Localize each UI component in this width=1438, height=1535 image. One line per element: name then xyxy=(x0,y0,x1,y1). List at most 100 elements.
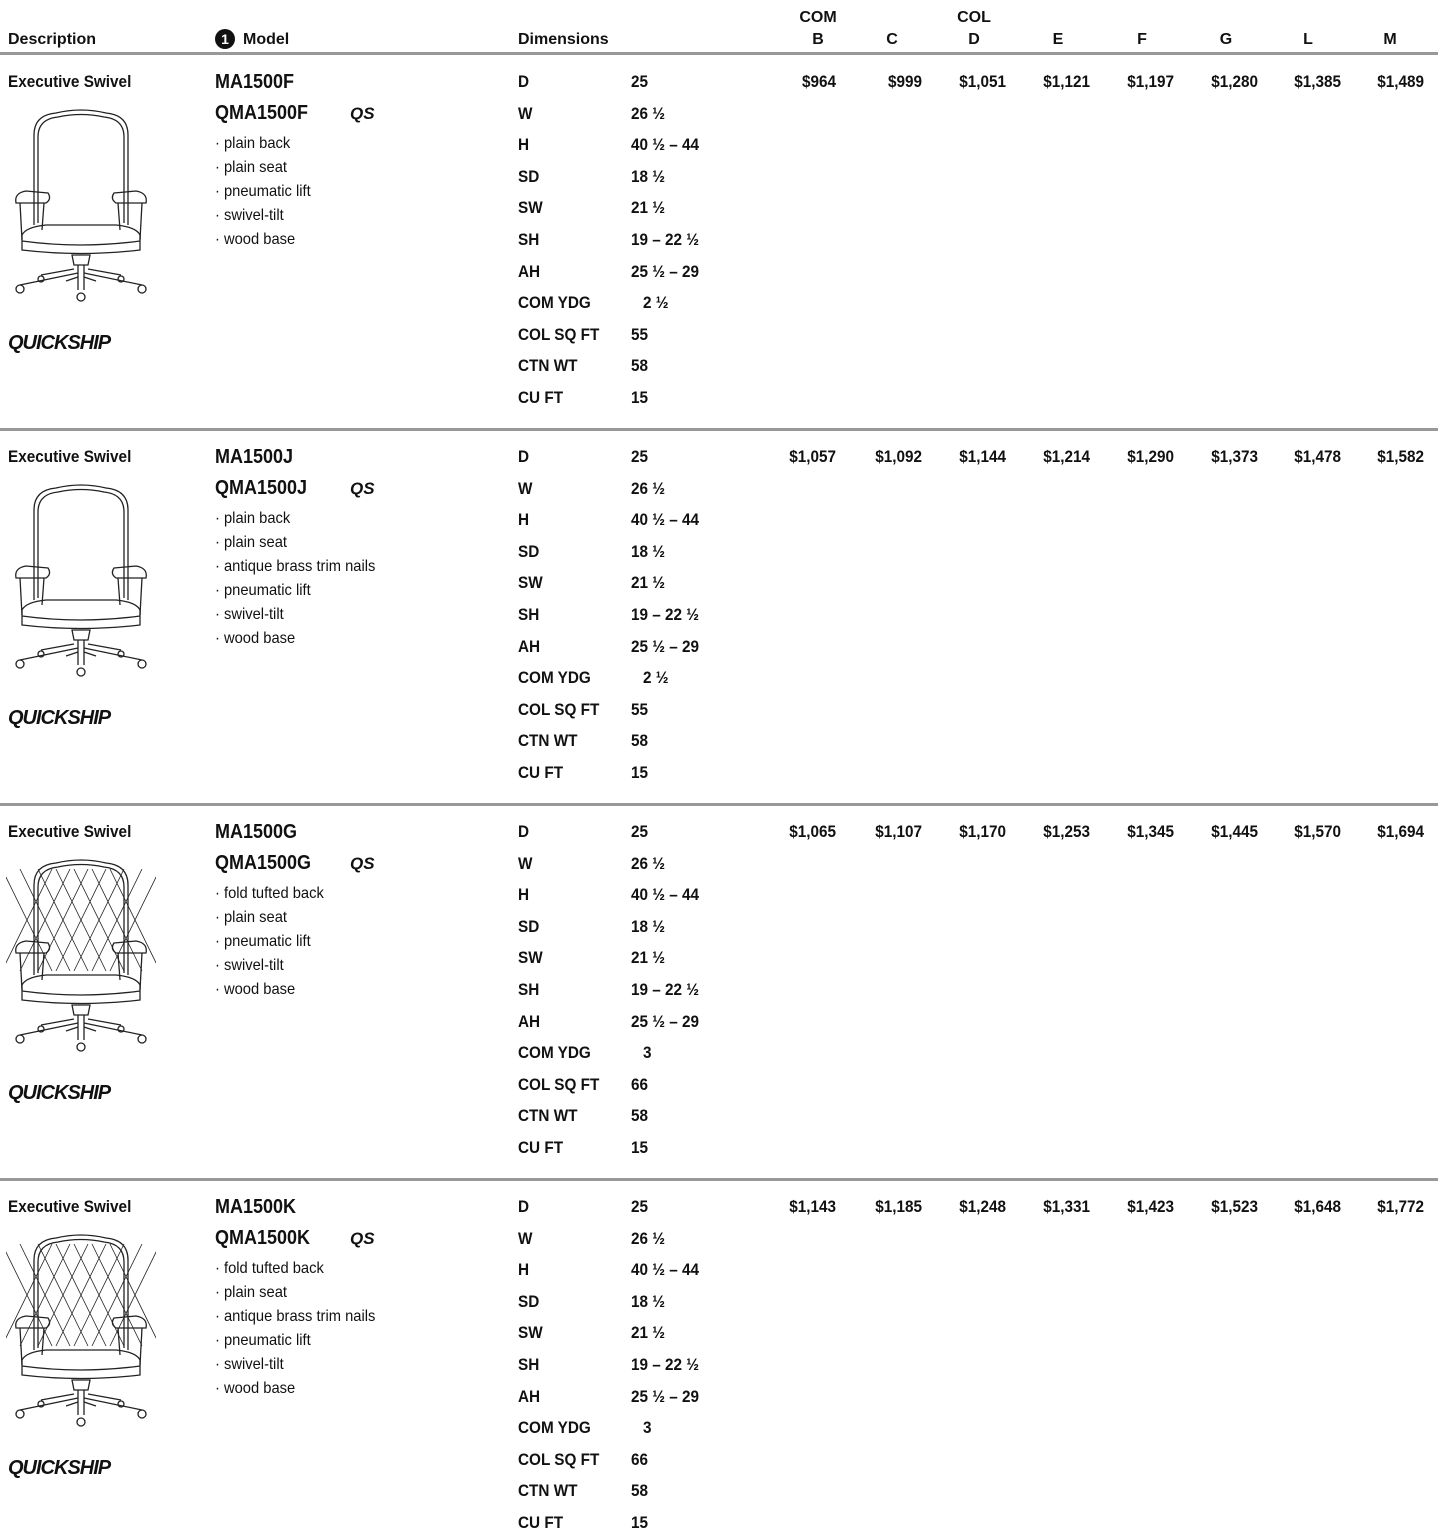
dimension-label: COM YDG xyxy=(518,1043,591,1063)
price: $1,373 xyxy=(1211,447,1258,466)
dimension-value: 58 xyxy=(631,731,649,751)
dimension-label: SD xyxy=(518,916,540,936)
dimension-value: 19 – 22 ½ xyxy=(631,980,700,999)
dimension-label: COL SQ FT xyxy=(518,324,600,344)
dimension-value: 40 ½ – 44 xyxy=(631,1260,700,1280)
dimension-label: W xyxy=(518,478,533,498)
dimension-label: CTN WT xyxy=(518,731,578,751)
price: $1,057 xyxy=(789,447,836,466)
dimension-label: CU FT xyxy=(518,388,564,407)
description: Executive Swivel xyxy=(8,447,132,466)
quickship-logo: QUICKSHIP xyxy=(8,332,111,354)
price: $1,197 xyxy=(1127,72,1174,91)
chair-illustration xyxy=(1,859,161,1052)
price-column: C xyxy=(886,31,898,48)
dimension-label: COL SQ FT xyxy=(518,699,600,719)
price: $1,065 xyxy=(789,822,836,841)
dimension-label: SD xyxy=(518,541,540,561)
dimension-value: 15 xyxy=(631,763,649,782)
chair-illustration xyxy=(15,484,147,677)
price-column: D xyxy=(968,31,980,48)
dimension-label: AH xyxy=(518,1011,541,1031)
separator xyxy=(0,803,1438,806)
dimension-label: CTN WT xyxy=(518,1481,578,1501)
dimension-value: 26 ½ xyxy=(631,1228,666,1248)
dimension-label: SD xyxy=(518,1291,540,1311)
illustration xyxy=(6,480,156,685)
dimension-label: CU FT xyxy=(518,1138,564,1157)
quickship-logo: QUICKSHIP xyxy=(8,707,111,729)
feature: · swivel-tilt xyxy=(215,606,284,623)
separator xyxy=(0,1178,1438,1181)
price: $1,214 xyxy=(1043,447,1090,466)
price: $1,290 xyxy=(1127,447,1174,466)
dimension-label: COM YDG xyxy=(518,293,591,313)
dimension-value: 18 ½ xyxy=(631,541,666,561)
dimension-value: 21 ½ xyxy=(631,948,666,968)
price: $1,345 xyxy=(1127,822,1174,841)
dimension-value: 2 ½ xyxy=(643,668,669,688)
dimension-value: 26 ½ xyxy=(631,478,666,498)
dimension-label: SH xyxy=(518,1355,540,1374)
feature: · pneumatic lift xyxy=(215,933,311,950)
model-marker: 1 xyxy=(215,29,235,49)
price: $1,385 xyxy=(1294,72,1341,91)
dimension-value: 26 ½ xyxy=(631,853,666,873)
dimension-value: 66 xyxy=(631,1074,649,1094)
price: $1,280 xyxy=(1211,72,1258,91)
separator xyxy=(0,428,1438,431)
price: $1,445 xyxy=(1211,822,1258,841)
feature: · pneumatic lift xyxy=(215,582,311,599)
quickship-model: QMA1500J xyxy=(215,477,308,499)
feature: · swivel-tilt xyxy=(215,957,284,974)
dimension-label: H xyxy=(518,1260,530,1280)
dimension-label: AH xyxy=(518,1386,541,1406)
feature: · plain seat xyxy=(215,1284,288,1301)
chair-illustration xyxy=(15,109,147,302)
qs-mark: QS xyxy=(350,104,375,123)
price-column: L xyxy=(1303,31,1313,48)
feature: · wood base xyxy=(215,231,296,248)
illustration xyxy=(1,855,161,1060)
description: Executive Swivel xyxy=(8,1197,132,1216)
dimension-label: CTN WT xyxy=(518,1106,578,1126)
dimension-value: 58 xyxy=(631,356,649,376)
dimension-label: CU FT xyxy=(518,1513,564,1532)
header-description: Description xyxy=(8,31,97,48)
dimension-label: SW xyxy=(518,573,543,593)
price: $1,772 xyxy=(1377,1197,1424,1216)
dimension-value: 21 ½ xyxy=(631,573,666,593)
dimension-value: 25 ½ – 29 xyxy=(631,261,700,281)
feature: · antique brass trim nails xyxy=(215,1308,376,1325)
price: $1,582 xyxy=(1377,447,1424,466)
dimension-label: SH xyxy=(518,230,540,249)
price: $1,144 xyxy=(959,447,1006,466)
feature: · plain seat xyxy=(215,534,288,551)
separator xyxy=(0,52,1438,55)
dimension-label: SW xyxy=(518,1323,543,1343)
dimension-value: 55 xyxy=(631,699,649,719)
price: $1,694 xyxy=(1377,822,1424,841)
price: $1,121 xyxy=(1043,72,1090,91)
dimension-value: 19 – 22 ½ xyxy=(631,1355,700,1374)
dimension-label: H xyxy=(518,135,530,155)
feature: · fold tufted back xyxy=(215,885,324,902)
dimension-value: 25 ½ – 29 xyxy=(631,1011,700,1031)
dimension-value: 18 ½ xyxy=(631,166,666,186)
dimension-value: 18 ½ xyxy=(631,1291,666,1311)
illustration xyxy=(1,1230,161,1435)
dimension-value: 55 xyxy=(631,324,649,344)
dimension-value: 40 ½ – 44 xyxy=(631,135,700,155)
price: $1,170 xyxy=(959,822,1006,841)
dimension-value: 25 xyxy=(631,1197,649,1216)
dimension-value: 25 xyxy=(631,447,649,466)
price-column: B xyxy=(812,31,824,48)
feature: · pneumatic lift xyxy=(215,1332,311,1349)
illustration xyxy=(6,105,156,310)
dimension-label: SD xyxy=(518,166,540,186)
description: Executive Swivel xyxy=(8,72,132,91)
price-column: E xyxy=(1052,31,1064,48)
dimension-value: 18 ½ xyxy=(631,916,666,936)
model: MA1500K xyxy=(215,1196,297,1218)
dimension-value: 40 ½ – 44 xyxy=(631,510,700,530)
